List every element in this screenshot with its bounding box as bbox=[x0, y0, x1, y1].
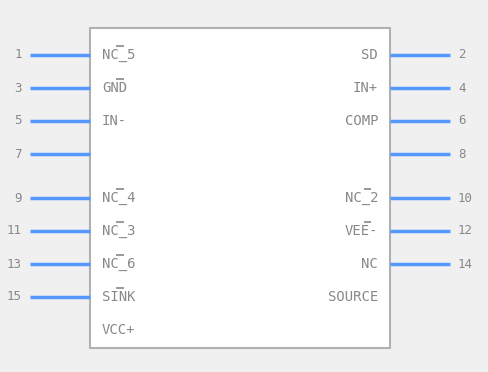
Text: 13: 13 bbox=[7, 257, 22, 270]
Text: 3: 3 bbox=[15, 81, 22, 94]
Text: VEE-: VEE- bbox=[345, 224, 378, 238]
Text: SINK: SINK bbox=[102, 290, 136, 304]
Text: 9: 9 bbox=[15, 192, 22, 205]
Text: 11: 11 bbox=[7, 224, 22, 237]
Text: 2: 2 bbox=[458, 48, 466, 61]
Text: NC_4: NC_4 bbox=[102, 191, 136, 205]
Text: NC: NC bbox=[361, 257, 378, 271]
Text: 8: 8 bbox=[458, 148, 466, 160]
Text: 12: 12 bbox=[458, 224, 473, 237]
Text: GND: GND bbox=[102, 81, 127, 95]
Text: SOURCE: SOURCE bbox=[328, 290, 378, 304]
Text: NC_3: NC_3 bbox=[102, 224, 136, 238]
Text: VCC+: VCC+ bbox=[102, 323, 136, 337]
Text: 15: 15 bbox=[7, 291, 22, 304]
Text: 14: 14 bbox=[458, 257, 473, 270]
Text: SD: SD bbox=[361, 48, 378, 62]
Text: 1: 1 bbox=[15, 48, 22, 61]
Text: 7: 7 bbox=[15, 148, 22, 160]
Text: NC_6: NC_6 bbox=[102, 257, 136, 271]
Text: 5: 5 bbox=[15, 115, 22, 128]
Bar bbox=[90, 28, 390, 348]
Text: IN-: IN- bbox=[102, 114, 127, 128]
Text: 6: 6 bbox=[458, 115, 466, 128]
Text: 10: 10 bbox=[458, 192, 473, 205]
Text: 4: 4 bbox=[458, 81, 466, 94]
Text: NC_2: NC_2 bbox=[345, 191, 378, 205]
Text: NC_5: NC_5 bbox=[102, 48, 136, 62]
Text: IN+: IN+ bbox=[353, 81, 378, 95]
Text: COMP: COMP bbox=[345, 114, 378, 128]
